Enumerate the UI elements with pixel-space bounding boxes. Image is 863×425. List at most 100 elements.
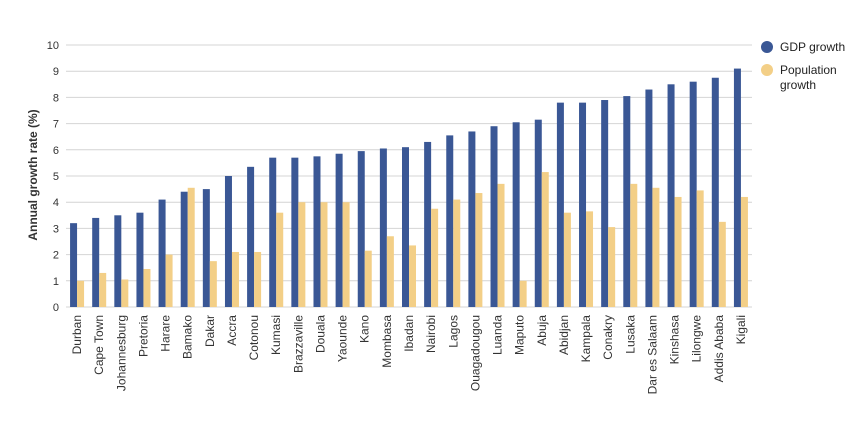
bar-population-growth [165, 254, 173, 307]
x-tick-label: Douala [313, 315, 327, 353]
bar-population-growth [320, 202, 328, 307]
bar-gdp-growth [733, 68, 741, 307]
bar-population-growth [386, 236, 394, 307]
bar-gdp-growth [70, 223, 78, 307]
y-axis-ticks: 0 1 2 3 4 5 6 7 8 9 10 [47, 40, 59, 314]
bar-population-growth [99, 272, 107, 307]
bar-gdp-growth [291, 157, 299, 307]
bar-gdp-growth [579, 102, 587, 307]
x-tick-label: Kano [358, 315, 372, 343]
legend-label-population-growth: Population growth [780, 63, 840, 92]
bar-gdp-growth [490, 126, 498, 307]
x-tick-label: Abuja [535, 315, 549, 346]
bar-gdp-growth [114, 215, 122, 307]
legend: GDP growth Population growth [761, 40, 845, 92]
x-tick-label: Conakry [601, 315, 615, 360]
y-tick-label: 3 [53, 223, 59, 235]
bar-population-growth [209, 261, 217, 307]
x-tick-label: Cotonou [247, 315, 261, 360]
x-tick-label: Abidjan [557, 315, 571, 355]
x-tick-label: Lagos [446, 315, 460, 348]
y-tick-label: 6 [53, 145, 59, 157]
y-tick-label: 1 [53, 276, 59, 288]
bar-population-growth [652, 187, 660, 307]
x-tick-label: Ouagadougou [468, 315, 482, 391]
x-tick-label: Durban [70, 315, 84, 354]
bar-population-growth [254, 251, 262, 307]
bar-population-growth [541, 172, 549, 307]
x-tick-label: Luanda [491, 315, 505, 355]
x-tick-label: Yaounde [336, 315, 350, 362]
bar-population-growth [276, 212, 284, 307]
bar-population-growth [563, 212, 571, 307]
x-tick-label: Maputo [513, 315, 527, 355]
y-tick-label: 10 [47, 40, 59, 52]
x-tick-label: Kinshasa [668, 315, 682, 365]
bars [70, 68, 748, 308]
bar-gdp-growth [136, 212, 144, 307]
bar-population-growth [364, 250, 372, 307]
x-tick-label: Cape Town [92, 315, 106, 375]
bar-population-growth [431, 208, 439, 307]
bar-gdp-growth [92, 217, 100, 307]
x-tick-label: Johannesburg [114, 315, 128, 391]
x-tick-label: Ibadan [402, 315, 416, 352]
x-tick-label: Kampala [579, 315, 593, 363]
bar-gdp-growth [313, 156, 321, 307]
bar-gdp-growth [224, 176, 232, 307]
x-axis-ticks: Durban Cape Town Johannesburg Pretoria Harar… [70, 315, 748, 395]
y-tick-label: 0 [53, 302, 59, 314]
bar-population-growth [696, 190, 704, 307]
bar-population-growth [187, 187, 195, 307]
bar-population-growth [608, 227, 616, 307]
y-tick-label: 8 [53, 92, 59, 104]
x-tick-label: Bamako [181, 315, 195, 359]
bar-gdp-growth [357, 151, 365, 307]
bar-population-growth [77, 280, 85, 307]
x-tick-label: Mombasa [380, 315, 394, 368]
bar-population-growth [630, 183, 638, 307]
y-tick-label: 9 [53, 66, 59, 78]
bar-gdp-growth [623, 96, 631, 307]
bar-gdp-growth [601, 100, 609, 308]
bar-gdp-growth [534, 119, 542, 307]
legend-label-gdp-growth: GDP growth [780, 40, 845, 54]
bar-population-growth [298, 202, 306, 307]
bar-population-growth [121, 279, 129, 307]
bar-population-growth [231, 251, 239, 307]
bar-gdp-growth [446, 135, 454, 307]
bar-gdp-growth [402, 147, 409, 307]
bar-gdp-growth [247, 166, 255, 307]
x-tick-label: Nairobi [424, 315, 438, 353]
bar-population-growth [674, 196, 682, 307]
x-tick-label: Lusaka [623, 315, 637, 354]
y-tick-label: 7 [53, 119, 59, 131]
legend-marker-gdp-growth [761, 41, 773, 53]
bar-population-growth [497, 183, 505, 307]
bar-population-growth [740, 196, 748, 307]
bar-population-growth [342, 202, 350, 307]
x-tick-label: Lilongwe [690, 315, 704, 363]
x-tick-label: Addis Ababa [712, 315, 726, 383]
bar-gdp-growth [269, 157, 277, 307]
x-tick-label: Kigali [734, 315, 748, 344]
bar-population-growth [409, 245, 416, 307]
x-tick-label: Accra [225, 315, 239, 346]
x-tick-label: Brazzaville [291, 315, 305, 373]
bar-gdp-growth [645, 89, 653, 307]
bar-gdp-growth [379, 148, 387, 307]
x-tick-label: Dakar [203, 315, 217, 347]
x-tick-label: Kumasi [269, 315, 283, 355]
bar-population-growth [475, 193, 483, 307]
x-tick-label: Dar es Salaam [645, 315, 659, 394]
bar-gdp-growth [689, 81, 697, 308]
bar-population-growth [718, 221, 726, 307]
y-tick-label: 2 [53, 250, 59, 262]
bar-gdp-growth [158, 199, 166, 307]
bar-population-growth [453, 199, 461, 307]
y-tick-label: 5 [53, 171, 59, 183]
bar-gdp-growth [512, 122, 520, 307]
bar-gdp-growth [424, 141, 432, 307]
bar-gdp-growth [667, 84, 675, 307]
